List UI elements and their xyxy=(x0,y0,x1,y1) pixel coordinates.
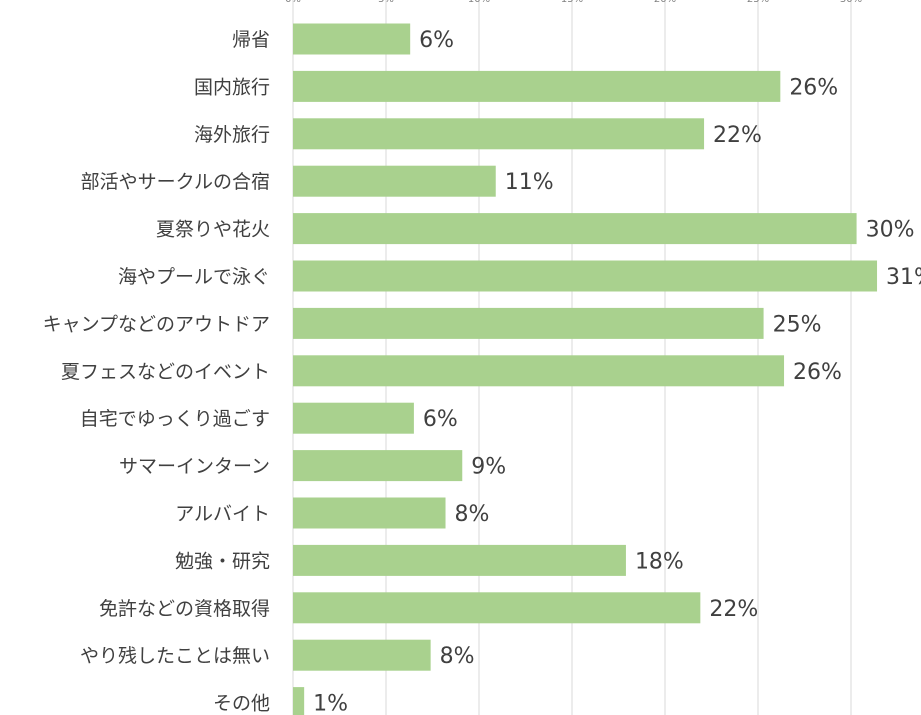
category-label: 自宅でゆっくり過ごす xyxy=(80,408,270,430)
x-tick-label: 20% xyxy=(654,0,676,5)
value-label: 25% xyxy=(773,312,822,337)
category-label: 海外旅行 xyxy=(194,124,270,146)
category-label: サマーインターン xyxy=(119,456,270,478)
value-label: 26% xyxy=(789,75,838,100)
value-label: 9% xyxy=(471,455,506,480)
category-label: 勉強・研究 xyxy=(175,550,270,572)
bar xyxy=(293,307,764,339)
category-labels: 帰省国内旅行海外旅行部活やサークルの合宿夏祭りや花火海やプールで泳ぐキャンプなど… xyxy=(43,29,270,715)
bar xyxy=(293,118,705,150)
value-label: 11% xyxy=(505,170,554,195)
value-labels: 6% 26% 22% 11% 30% 31% 25% 26% 6% 9% 8% 18% 22% 8% 1% xyxy=(313,28,921,715)
category-label: 帰省 xyxy=(232,29,270,51)
bar xyxy=(293,687,305,715)
x-tick-label: 30% xyxy=(840,0,862,5)
bar xyxy=(293,639,431,671)
bar xyxy=(293,402,414,434)
bar xyxy=(293,70,781,102)
bar xyxy=(293,592,701,624)
category-label: 夏フェスなどのイベント xyxy=(61,361,270,383)
category-label: 免許などの資格取得 xyxy=(99,598,270,620)
value-label: 22% xyxy=(713,123,762,148)
x-tick-label: 0% xyxy=(285,0,301,5)
value-label: 30% xyxy=(866,218,915,243)
bars xyxy=(293,23,878,715)
value-label: 6% xyxy=(423,407,458,432)
category-label: その他 xyxy=(213,693,270,715)
x-tick-label: 10% xyxy=(468,0,490,5)
x-tick-label: 5% xyxy=(378,0,394,5)
category-label: 海やプールで泳ぐ xyxy=(118,266,270,288)
x-tick-label: 25% xyxy=(747,0,769,5)
category-label: 夏祭りや花火 xyxy=(156,219,270,241)
bar xyxy=(293,497,446,529)
category-label: 部活やサークルの合宿 xyxy=(81,171,270,193)
bar xyxy=(293,23,411,55)
x-axis-ticks: 0% 5% 10% 15% 20% 25% 30% xyxy=(285,0,862,5)
value-label: 22% xyxy=(709,597,758,622)
value-label: 31% xyxy=(886,265,921,290)
value-label: 18% xyxy=(635,549,684,574)
category-label: キャンプなどのアウトドア xyxy=(43,313,270,335)
bar xyxy=(293,450,463,482)
bar xyxy=(293,260,878,292)
bar xyxy=(293,213,857,245)
value-label: 8% xyxy=(455,502,490,527)
x-tick-label: 15% xyxy=(561,0,583,5)
bar xyxy=(293,355,785,387)
category-label: アルバイト xyxy=(175,503,270,525)
value-label: 8% xyxy=(440,644,475,669)
category-label: やり残したことは無い xyxy=(80,645,270,667)
bar xyxy=(293,544,626,576)
value-label: 1% xyxy=(313,692,348,715)
value-label: 6% xyxy=(419,28,454,53)
value-label: 26% xyxy=(793,360,842,385)
bar xyxy=(293,165,496,197)
category-label: 国内旅行 xyxy=(194,76,270,98)
